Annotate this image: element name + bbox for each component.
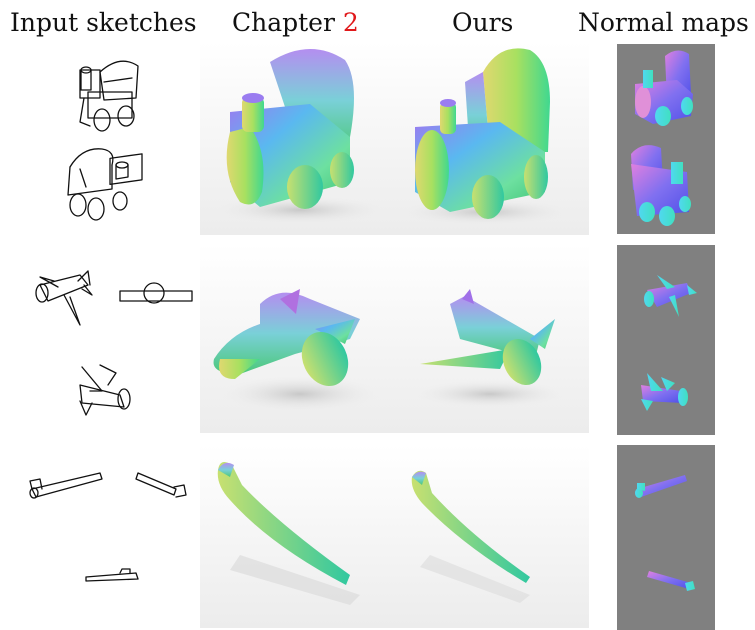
header-input-sketches: Input sketches: [10, 8, 197, 37]
pipe-normal-maps: [617, 445, 715, 630]
normal-map-pipe-top: [635, 475, 687, 498]
train-sketch-bottom: [67, 148, 143, 221]
airplane-sketch-left: [35, 270, 93, 326]
normal-map-airplane-top: [644, 275, 697, 317]
chapter2-airplane-render: [213, 289, 380, 412]
normal-map-train-bottom: [631, 145, 691, 226]
chapter-reference-link[interactable]: 2: [342, 8, 359, 37]
airplane-renders-panel: [200, 244, 589, 433]
airplane-normal-maps: [617, 245, 715, 435]
header-normal-maps: Normal maps: [578, 8, 749, 37]
pipe-sketch-bottom: [85, 568, 139, 582]
airplane-sketch-right: [119, 282, 193, 304]
normal-map-train-top: [635, 50, 693, 126]
pipe-input-sketches: [20, 445, 200, 630]
pipe-renders-panel: [200, 445, 589, 628]
ours-pipe-render: [411, 470, 530, 603]
train-sketch-top: [79, 60, 139, 132]
chapter2-train-render: [215, 48, 385, 224]
normal-map-airplane-bottom: [641, 373, 688, 411]
pipe-sketch-left: [29, 472, 103, 499]
ours-train-render: [400, 48, 570, 225]
header-ours: Ours: [452, 8, 514, 37]
train-normal-maps: [617, 44, 715, 234]
airplane-input-sketches: [20, 245, 200, 435]
pipe-sketch-right: [135, 472, 187, 498]
header-chapter: Chapter 2: [232, 8, 359, 38]
train-renders-panel: [200, 42, 589, 235]
ours-airplane-render: [415, 289, 565, 408]
train-input-sketches: [20, 42, 200, 237]
normal-map-pipe-bottom: [647, 571, 695, 591]
chapter2-pipe-render: [217, 461, 360, 605]
header-chapter-text: Chapter: [232, 8, 343, 37]
airplane-sketch-bottom: [79, 364, 131, 416]
